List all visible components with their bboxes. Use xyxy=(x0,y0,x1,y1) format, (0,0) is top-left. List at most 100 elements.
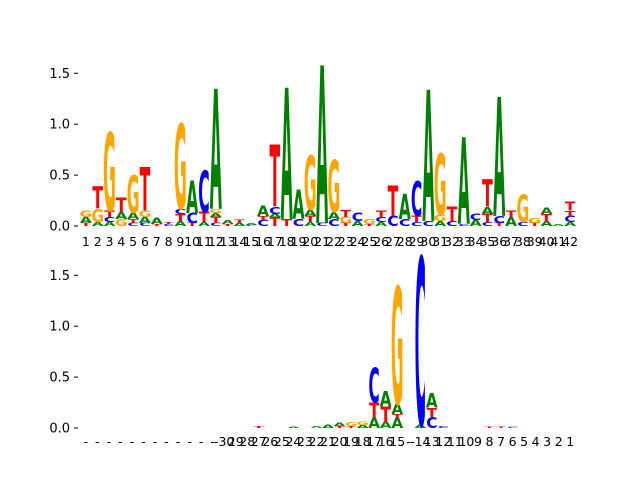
position-label: 5 xyxy=(520,434,528,449)
position-label: - xyxy=(153,434,158,449)
logo-letter-A: A xyxy=(115,211,127,222)
logo-letter-A: A xyxy=(375,221,387,228)
logo-letter-A: A xyxy=(92,221,104,228)
position-label: 3 xyxy=(543,434,551,449)
logo-letter-T: T xyxy=(340,209,351,220)
logo-letter-C: C xyxy=(411,173,422,228)
position-label: 22 xyxy=(326,234,342,249)
logo-letter-C: C xyxy=(352,211,363,224)
logo-letter-T: T xyxy=(447,204,458,226)
logo-letter-C: C xyxy=(411,221,422,228)
logo-letter-T: T xyxy=(222,224,233,227)
position-label: 8 xyxy=(165,234,173,249)
position-label: 17 xyxy=(366,434,382,449)
position-label: 18 xyxy=(279,234,295,249)
position-label: 8 xyxy=(486,434,494,449)
position-label: 24 xyxy=(285,434,301,449)
logo-letter-C: C xyxy=(127,222,138,227)
logo-letter-A: A xyxy=(80,215,92,225)
logo-letter-T: T xyxy=(529,222,540,227)
logo-letter-T: T xyxy=(380,404,391,428)
position-label: 21 xyxy=(320,434,336,449)
logo-letter-A: A xyxy=(292,183,304,229)
logo-letter-C: C xyxy=(494,215,505,226)
position-label: 11 xyxy=(447,434,463,449)
position-label: 29 xyxy=(409,234,425,249)
logo-letter-T: T xyxy=(427,406,438,420)
y-tick-label: 1.5 xyxy=(49,67,70,82)
position-label: - xyxy=(107,434,112,449)
logo-letter-A: A xyxy=(311,425,324,428)
logo-letter-C: C xyxy=(423,220,435,228)
position-label: 24 xyxy=(350,234,366,249)
position-label: - xyxy=(406,434,411,449)
position-label: 2 xyxy=(94,234,102,249)
logo-letter-C: C xyxy=(257,218,268,228)
position-label: 11 xyxy=(196,234,212,249)
logo-letter-A: A xyxy=(426,391,438,413)
logo-letter-A: A xyxy=(210,57,222,248)
position-label: 18 xyxy=(355,434,371,449)
logo-letter-A: A xyxy=(368,416,381,432)
logo-letter-C: C xyxy=(198,159,209,226)
position-label: - xyxy=(199,434,204,449)
y-tick-label: 1.5 xyxy=(49,269,70,284)
logo-letter-T: T xyxy=(258,215,269,222)
logo-panel-top: 0.00.51.01.51 2 3 4 5 6 7 8 9 1011121314151617181… xyxy=(49,24,578,275)
logo-letter-T: T xyxy=(376,209,387,219)
logo-letter-A: A xyxy=(391,401,404,417)
logo-letter-T: T xyxy=(482,212,493,225)
logo-letter-T: T xyxy=(210,215,221,225)
position-label: 3 xyxy=(106,234,114,249)
logo-letter-T: T xyxy=(369,400,380,424)
logo-letter-A: A xyxy=(127,211,139,221)
position-label: 29 xyxy=(228,434,244,449)
position-label: 9 xyxy=(474,434,482,449)
position-label: 7 xyxy=(497,434,505,449)
logo-letter-T: T xyxy=(254,425,265,428)
logo-letter-T: T xyxy=(565,200,576,214)
logo-letter-A: A xyxy=(103,221,115,228)
position-label: 16 xyxy=(255,234,271,249)
position-label: 6 xyxy=(141,234,149,249)
position-label: 25 xyxy=(361,234,377,249)
logo-letter-C: C xyxy=(369,359,380,414)
logo-letter-T: T xyxy=(484,427,495,429)
logo-letter-A: A xyxy=(257,204,270,220)
logo-letter-C: C xyxy=(163,224,174,227)
position-label: 5 xyxy=(129,234,137,249)
logo-letter-A: A xyxy=(174,220,187,228)
logo-letter-T: T xyxy=(270,215,281,229)
logo-letter-C: C xyxy=(517,221,528,228)
position-label: 12 xyxy=(208,234,224,249)
position-label: 9 xyxy=(176,234,184,249)
logo-letter-G: G xyxy=(91,205,104,226)
logo-letter-G: G xyxy=(345,421,357,428)
position-label: 28 xyxy=(397,234,413,249)
logo-letter-C: C xyxy=(426,414,437,432)
logo-letter-T: T xyxy=(565,209,577,217)
position-label: 20 xyxy=(302,234,318,249)
logo-letter-T: T xyxy=(281,218,292,229)
position-label: 37 xyxy=(503,234,519,249)
position-label: 26 xyxy=(262,434,278,449)
logo-letter-G: G xyxy=(80,209,93,219)
logo-letter-G: G xyxy=(209,208,222,215)
logo-letter-T: T xyxy=(104,209,115,219)
position-label: - xyxy=(176,434,181,449)
position-label: - xyxy=(187,434,192,449)
logo-letter-C: C xyxy=(399,218,410,229)
logo-letter-T: T xyxy=(364,224,375,227)
y-tick-label: 0.5 xyxy=(49,169,70,184)
position-label: - xyxy=(84,434,89,449)
position-label: 7 xyxy=(153,234,161,249)
logo-letter-G: G xyxy=(363,218,376,226)
logo-letter-C: C xyxy=(328,218,339,229)
logo-letter-A: A xyxy=(281,53,293,263)
logo-letter-A: A xyxy=(245,222,258,225)
position-label: 25 xyxy=(274,434,290,449)
logo-letter-A: A xyxy=(322,424,334,429)
position-label: 27 xyxy=(251,434,267,449)
position-label: 26 xyxy=(373,234,389,249)
position-label: 41 xyxy=(550,234,566,249)
